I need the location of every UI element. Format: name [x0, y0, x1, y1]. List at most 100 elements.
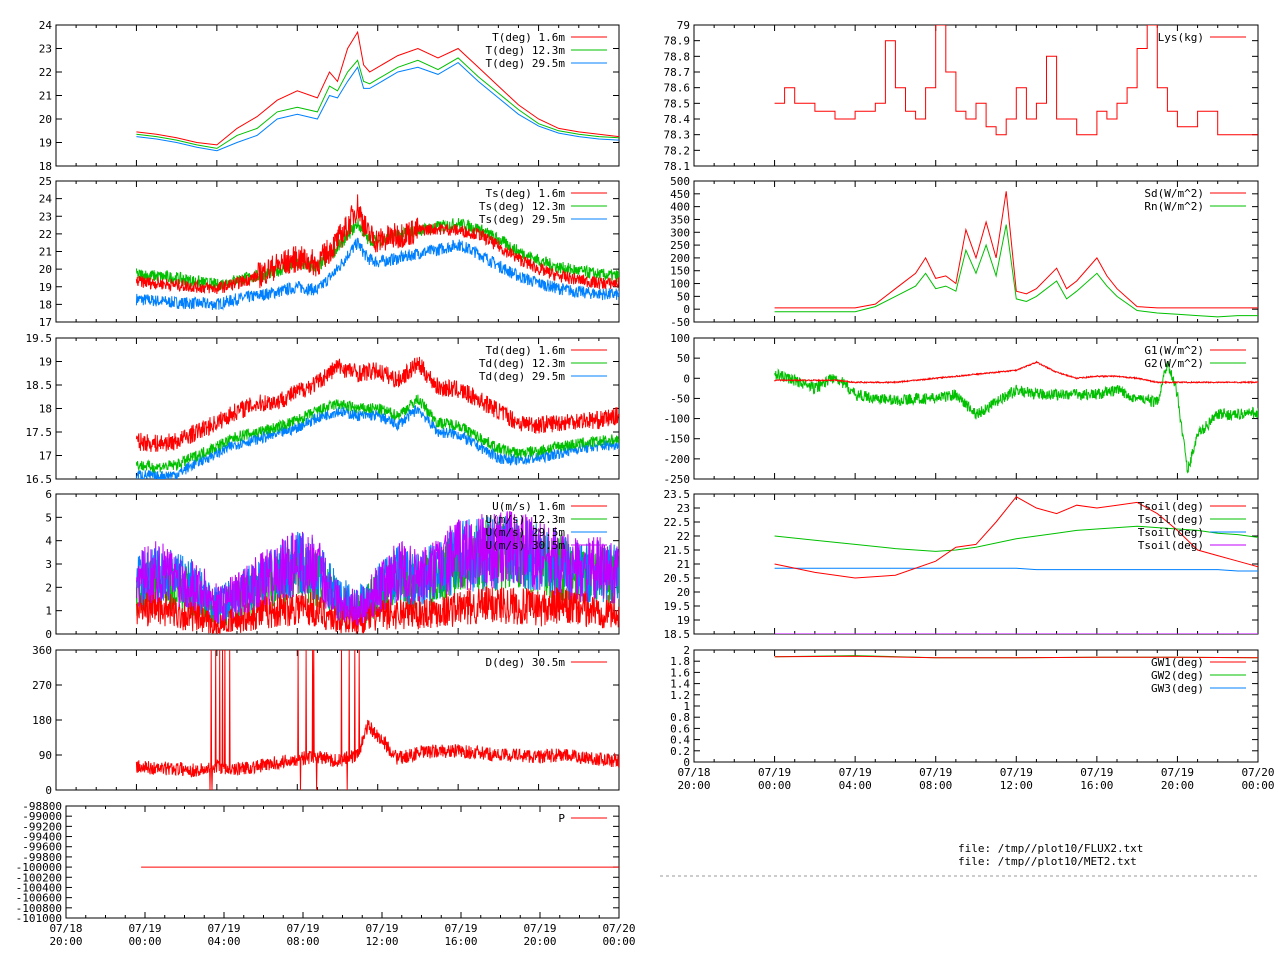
- legend-label: Ts(deg) 1.6m: [486, 187, 566, 200]
- y-tick-label: 350: [670, 213, 690, 226]
- y-tick-label: 23: [39, 43, 52, 56]
- y-tick-label: 20: [39, 113, 52, 126]
- series-line-1: [135, 218, 619, 292]
- y-tick-label: -101000: [16, 912, 62, 925]
- x-tick-label-date: 07/19: [839, 766, 872, 779]
- legend-label: GW1(deg): [1151, 656, 1204, 669]
- y-tick-label: 78.4: [664, 113, 691, 126]
- x-tick-label-time: 20:00: [677, 779, 710, 792]
- series-line-0: [774, 191, 1258, 309]
- legend-label: U(m/s) 30.5m: [486, 539, 566, 552]
- x-tick-label-time: 20:00: [1161, 779, 1194, 792]
- x-tick-label-date: 07/19: [444, 922, 477, 935]
- file-notes: file: /tmp//plot10/FLUX2.txt file: /tmp/…: [660, 842, 1258, 877]
- y-tick-label: 17: [39, 450, 52, 463]
- y-tick-label: -100200: [16, 871, 62, 884]
- legend-label: G2(W/m^2): [1144, 357, 1204, 370]
- x-tick-label-date: 07/20: [1241, 766, 1274, 779]
- y-tick-label: 19.5: [664, 600, 691, 613]
- y-tick-label: 18: [39, 403, 52, 416]
- y-tick-label: -99600: [22, 841, 62, 854]
- y-tick-label: 1.2: [670, 689, 690, 702]
- series-line-0: [774, 655, 1258, 659]
- x-tick-label-date: 07/19: [1000, 766, 1033, 779]
- chart-pressure: -101000-100800-100600-100400-100200-1000…: [16, 800, 636, 948]
- legend-label: Tsoil(deg): [1138, 526, 1204, 539]
- y-tick-label: 1: [45, 605, 52, 618]
- y-tick-label: -100800: [16, 902, 62, 915]
- plot-frame: [65, 805, 620, 919]
- y-tick-label: -99400: [22, 831, 62, 844]
- y-tick-label: 0.6: [670, 722, 690, 735]
- y-tick-label: -100600: [16, 892, 62, 905]
- y-tick-label: 21: [677, 558, 690, 571]
- series-line-0: [774, 496, 1258, 579]
- y-tick-label: 24: [39, 19, 53, 32]
- y-tick-label: 1.4: [670, 678, 690, 691]
- legend-label: G1(W/m^2): [1144, 344, 1204, 357]
- y-tick-label: 79: [677, 19, 690, 32]
- y-tick-label: -99200: [22, 820, 62, 833]
- x-tick-label-time: 08:00: [286, 935, 319, 948]
- y-tick-label: 2: [45, 581, 52, 594]
- y-tick-label: 6: [45, 488, 52, 501]
- y-tick-label: 1.6: [670, 666, 690, 679]
- y-tick-label: 22: [39, 228, 52, 241]
- x-tick-label-time: 00:00: [602, 935, 635, 948]
- series-line-0: [774, 360, 1258, 385]
- x-tick-label-date: 07/19: [1080, 766, 1113, 779]
- y-tick-label: 400: [670, 201, 690, 214]
- y-tick-label: 18.5: [664, 628, 691, 641]
- x-tick-label-time: 16:00: [444, 935, 477, 948]
- y-tick-label: 4: [45, 535, 52, 548]
- y-tick-label: 1: [683, 700, 690, 713]
- y-tick-label: 78.5: [664, 97, 691, 110]
- x-tick-label-date: 07/19: [207, 922, 240, 935]
- chart-wind-dir: 0 90 180 270 360 D(deg) 30.5m: [32, 644, 620, 797]
- chart-wind-speed: 0 1 2 3 4 5 6 U(m/s) 1.6mU(m/s) 12.3mU(m/s) 29.…: [45, 488, 620, 641]
- y-tick-label: 78.3: [664, 129, 691, 142]
- y-tick-label: 78.6: [664, 82, 691, 95]
- y-tick-label: 20.5: [664, 572, 691, 585]
- x-tick-label-time: 08:00: [919, 779, 952, 792]
- series-line-1: [774, 224, 1258, 318]
- series-line-1: [774, 360, 1258, 474]
- series-line-3: [135, 511, 619, 626]
- chart-ground-water: 00.20.40.60.811.21.41.61.8207/1820:0007/…: [670, 644, 1274, 792]
- y-tick-label: 90: [39, 749, 52, 762]
- y-tick-label: 78.8: [664, 50, 691, 63]
- x-tick-label-date: 07/19: [758, 766, 791, 779]
- x-tick-label-date: 07/19: [523, 922, 556, 935]
- series-line-2: [135, 237, 619, 311]
- series-line-1: [135, 394, 619, 474]
- x-tick-label-date: 07/19: [1161, 766, 1194, 779]
- y-tick-label: -200: [664, 453, 691, 466]
- series-line-0: [135, 194, 619, 295]
- legend-label: Td(deg) 1.6m: [486, 344, 566, 357]
- y-tick-label: 1.8: [670, 655, 690, 668]
- y-tick-label: 78.7: [664, 66, 691, 79]
- legend-label: Td(deg) 12.3m: [479, 357, 565, 370]
- x-tick-label-date: 07/19: [286, 922, 319, 935]
- legend-label: Ts(deg) 12.3m: [479, 200, 565, 213]
- y-tick-label: 450: [670, 188, 690, 201]
- chart-ground-heat: -250 -200 -150 -100 -50 0 50 100 G1(W/m^2)G2(W/m…: [664, 332, 1259, 486]
- x-tick-label-time: 00:00: [758, 779, 791, 792]
- legend-label: Lys(kg): [1158, 31, 1204, 44]
- y-tick-label: 200: [670, 252, 690, 265]
- legend-label: D(deg) 30.5m: [486, 656, 566, 669]
- y-tick-label: 20: [39, 263, 52, 276]
- x-tick-label-time: 16:00: [1080, 779, 1113, 792]
- legend-label: Tsoil(deg): [1138, 513, 1204, 526]
- y-tick-label: 0: [45, 784, 52, 797]
- y-tick-label: 300: [670, 226, 690, 239]
- legend-label: P: [558, 812, 565, 825]
- y-tick-label: 0: [45, 628, 52, 641]
- y-tick-label: 17.5: [26, 426, 53, 439]
- y-tick-label: 78.2: [664, 144, 691, 157]
- y-tick-label: -100400: [16, 881, 62, 894]
- legend-label: U(m/s) 29.5m: [486, 526, 566, 539]
- series-line-1: [136, 57, 619, 149]
